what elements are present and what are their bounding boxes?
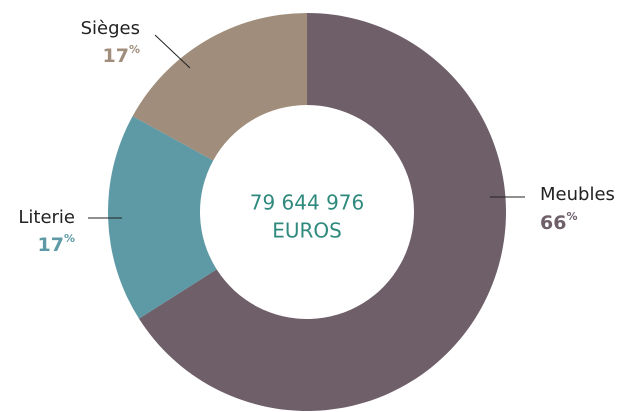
slice-percent: 66% xyxy=(540,210,577,234)
center-amount: 79 644 976 xyxy=(250,191,365,215)
slice-percent: 17% xyxy=(38,232,75,256)
donut-slice xyxy=(132,13,307,161)
donut-slice xyxy=(138,13,506,411)
slice-label: Sièges xyxy=(81,18,140,39)
leader-line xyxy=(154,34,191,69)
donut-slice xyxy=(108,116,217,319)
slice-label: Literie xyxy=(18,207,75,228)
percent-unit: % xyxy=(566,210,577,223)
percent-unit: % xyxy=(64,232,75,245)
percent-value: 17 xyxy=(103,45,129,67)
percent-value: 17 xyxy=(38,234,64,256)
percent-unit: % xyxy=(129,43,140,56)
percent-value: 66 xyxy=(540,212,566,234)
slice-percent: 17% xyxy=(103,43,140,67)
center-unit: EUROS xyxy=(272,219,342,243)
slice-label: Meubles xyxy=(540,184,615,205)
